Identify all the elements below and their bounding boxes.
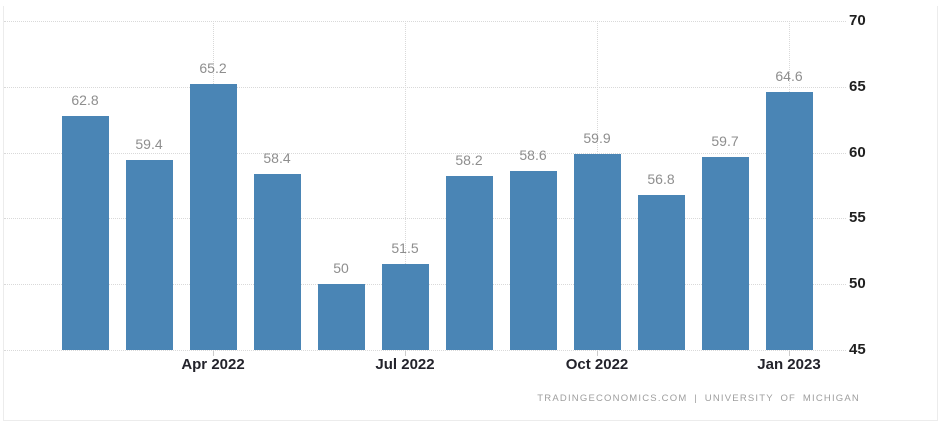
bar[interactable] [702, 157, 749, 350]
bar-value-label: 59.9 [583, 130, 611, 146]
y-tick-label: 45 [849, 341, 866, 358]
bar[interactable] [638, 195, 685, 350]
v-gridline [405, 21, 406, 350]
bar[interactable] [62, 116, 109, 350]
bar[interactable] [126, 160, 173, 350]
widget-border-bottom [3, 420, 938, 421]
bar[interactable] [446, 176, 493, 350]
h-gridline [4, 87, 846, 88]
x-axis-tick [213, 351, 214, 356]
h-gridline [4, 350, 846, 351]
bar[interactable] [574, 154, 621, 350]
x-axis-tick [789, 351, 790, 356]
bar[interactable] [190, 84, 237, 350]
x-axis-tick [405, 351, 406, 356]
bar-value-label: 58.4 [263, 150, 291, 166]
bar[interactable] [254, 174, 301, 350]
bar[interactable] [318, 284, 365, 350]
widget-border-left [3, 6, 4, 420]
h-gridline [4, 21, 846, 22]
y-tick-label: 60 [849, 144, 866, 161]
bar-value-label: 59.7 [711, 133, 739, 149]
h-gridline [4, 153, 846, 154]
y-tick-label: 65 [849, 78, 866, 95]
bar-value-label: 65.2 [199, 60, 227, 76]
x-tick-label: Jul 2022 [375, 356, 435, 373]
widget-border-right [937, 6, 938, 420]
bar-value-label: 64.6 [775, 68, 803, 84]
attribution-watermark: TRADINGECONOMICS.COM | UNIVERSITY OF MIC… [537, 393, 860, 404]
bar-value-label: 58.2 [455, 152, 483, 168]
x-axis-tick [597, 351, 598, 356]
bar-value-label: 50 [333, 260, 349, 276]
y-tick-label: 50 [849, 275, 866, 292]
bar-value-label: 56.8 [647, 171, 675, 187]
x-tick-label: Jan 2023 [757, 356, 821, 373]
bar-value-label: 58.6 [519, 147, 547, 163]
bar[interactable] [382, 264, 429, 350]
y-tick-label: 55 [849, 209, 866, 226]
x-tick-label: Apr 2022 [181, 356, 245, 373]
bar[interactable] [510, 171, 557, 350]
h-gridline [4, 218, 846, 219]
x-tick-label: Oct 2022 [565, 356, 629, 373]
y-tick-label: 70 [849, 12, 866, 29]
bar-value-label: 62.8 [71, 92, 99, 108]
bar[interactable] [766, 92, 813, 350]
bar-value-label: 51.5 [391, 240, 419, 256]
bar-value-label: 59.4 [135, 136, 163, 152]
